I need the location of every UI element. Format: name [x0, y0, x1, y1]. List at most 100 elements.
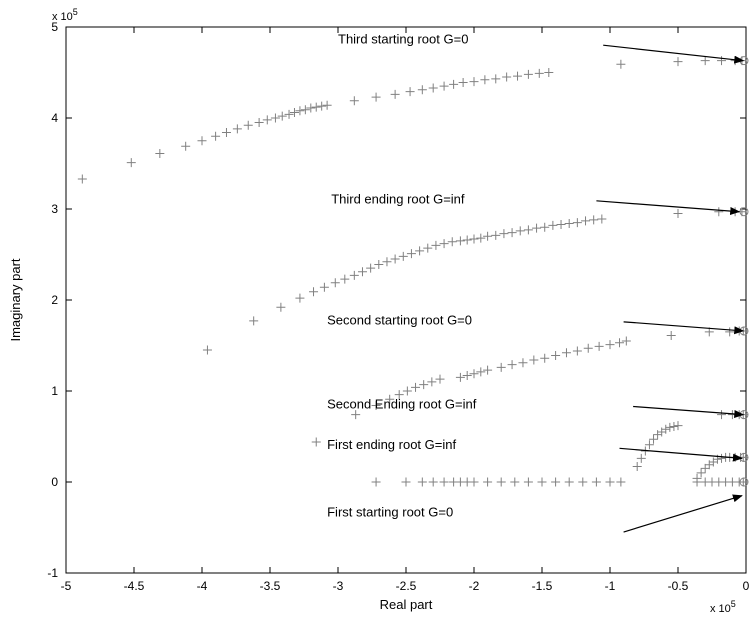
root-point-branch-2: [548, 220, 558, 230]
root-point-branch-3: [385, 394, 395, 404]
root-point-branch-5: [692, 473, 702, 483]
y-tick-label: 1: [51, 384, 58, 398]
root-point-branch-3: [476, 367, 486, 377]
root-point-branch-4: [510, 477, 520, 487]
root-point-branch-5: [661, 424, 671, 434]
root-point-branch-2: [589, 215, 599, 225]
root-point-branch-2: [357, 267, 367, 277]
root-point-branch-1: [311, 102, 321, 112]
y-tick-label: 0: [51, 475, 58, 489]
x-axis-label: Real part: [380, 597, 433, 612]
root-point-branch-3: [351, 410, 361, 420]
root-point-branch-1: [349, 96, 359, 106]
plot-area: [65, 26, 747, 574]
root-point-branch-5: [632, 462, 642, 472]
root-point-branch-1: [232, 124, 242, 134]
root-point-branch-4: [537, 477, 547, 487]
root-point-branch-4: [428, 477, 438, 487]
points-layer: [77, 56, 748, 487]
root-point-branch-5: [669, 421, 679, 431]
root-point-branch-4: [496, 477, 506, 487]
root-point-branch-5: [673, 421, 683, 431]
x-tick-label: -4.5: [124, 579, 145, 593]
root-point-branch-3: [518, 358, 528, 368]
root-point-branch-4: [591, 477, 601, 487]
root-point-branch-1: [126, 158, 136, 168]
root-point-branch-4: [469, 477, 479, 487]
root-point-branch-3: [529, 355, 539, 365]
root-point-branch-3: [411, 382, 421, 392]
root-point-branch-3: [371, 401, 381, 411]
root-point-branch-2: [523, 225, 533, 235]
root-point-branch-2: [564, 219, 574, 229]
root-point-branch-4: [439, 477, 449, 487]
root-point-branch-2: [597, 214, 607, 224]
x-tick-label: 0: [743, 579, 750, 593]
root-point-branch-1: [428, 83, 438, 93]
root-point-branch-3: [666, 330, 676, 340]
root-point-branch-3: [594, 341, 604, 351]
root-point-branch-1: [77, 174, 87, 184]
x-multiplier: x 105: [710, 599, 736, 615]
root-point-branch-1: [270, 113, 280, 123]
x-tick-label: -3.5: [260, 579, 281, 593]
root-point-branch-2: [202, 345, 212, 355]
y-tick-label: 2: [51, 293, 58, 307]
root-point-branch-1: [181, 141, 191, 151]
root-point-branch-3: [496, 362, 506, 372]
root-point-branch-4: [523, 477, 533, 487]
root-point-branch-5: [636, 453, 646, 463]
root-point-branch-3: [402, 386, 412, 396]
root-point-branch-1: [295, 106, 305, 116]
root-point-branch-3: [469, 369, 479, 379]
root-point-branch-1: [221, 128, 231, 138]
root-point-branch-5: [644, 440, 654, 450]
root-point-branch-1: [469, 77, 479, 87]
root-point-branch-3: [507, 360, 517, 370]
root-point-branch-2: [423, 243, 433, 253]
y-tick-label: -1: [47, 566, 58, 580]
root-point-branch-1: [211, 131, 221, 141]
y-multiplier-exp: 5: [73, 7, 78, 17]
root-point-branch-2: [349, 270, 359, 280]
annotation-label: Third starting root G=0: [338, 31, 468, 46]
root-point-branch-1: [449, 79, 459, 89]
y-tick-label: 4: [51, 111, 58, 125]
root-point-branch-3: [427, 377, 437, 387]
root-point-branch-2: [366, 263, 376, 273]
root-point-branch-4: [605, 477, 615, 487]
x-tick-label: -1.5: [532, 579, 553, 593]
root-point-branch-2: [572, 218, 582, 228]
root-point-branch-1: [284, 109, 294, 119]
root-point-branch-1: [322, 100, 332, 110]
root-point-branch-6: [717, 410, 727, 420]
root-point-branch-1: [371, 92, 381, 102]
root-point-branch-3: [483, 365, 493, 375]
root-point-branch-2: [431, 240, 441, 250]
root-point-branch-1: [480, 75, 490, 85]
root-point-branch-3: [621, 336, 631, 346]
root-point-branch-1: [306, 103, 316, 113]
root-point-branch-2: [540, 222, 550, 232]
y-tick-label: 5: [51, 20, 58, 34]
annotation-label: First ending root G=inf: [327, 437, 456, 452]
root-point-branch-1: [155, 148, 165, 158]
root-point-branch-1: [289, 108, 299, 118]
root-point-branch-2: [374, 260, 384, 270]
root-point-branch-1: [544, 68, 554, 77]
root-point-branch-3: [435, 374, 445, 384]
root-point-branch-4: [483, 477, 493, 487]
root-point-branch-2: [491, 230, 501, 240]
root-point-branch-5: [665, 422, 675, 432]
root-point-branch-4: [578, 477, 588, 487]
root-point-branch-2: [714, 207, 724, 217]
y-multiplier-base: x 10: [52, 11, 73, 23]
root-point-branch-2: [309, 287, 319, 297]
x-tick-label: -0.5: [668, 579, 689, 593]
root-point-branch-2: [415, 246, 425, 256]
root-point-branch-4: [564, 477, 574, 487]
root-point-branch-3: [455, 372, 465, 382]
x-tick-label: -2.5: [396, 579, 417, 593]
root-point-branch-1: [197, 136, 207, 146]
